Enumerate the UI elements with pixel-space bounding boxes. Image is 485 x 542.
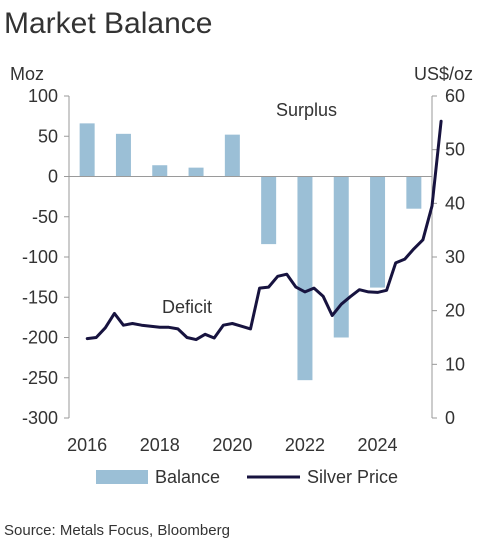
legend-label-balance: Balance xyxy=(155,467,220,487)
right-tick-label: 60 xyxy=(445,86,465,106)
bar-balance-2020 xyxy=(224,134,240,177)
legend: Balance Silver Price xyxy=(96,467,398,487)
right-tick-label: 0 xyxy=(445,408,455,428)
left-axis-unit: Moz xyxy=(10,64,44,84)
annotation-deficit: Deficit xyxy=(162,297,212,317)
x-tick-label: 2024 xyxy=(358,435,398,455)
chart-title: Market Balance xyxy=(4,7,212,40)
bar-balance-2018 xyxy=(152,165,168,177)
plot-area: 100500-50-100-150-200-250-30060504030201… xyxy=(22,86,465,455)
bar-balance-2022 xyxy=(297,176,313,381)
legend-label-silver-price: Silver Price xyxy=(307,467,398,487)
x-tick-label: 2022 xyxy=(285,435,325,455)
bar-balance-2024 xyxy=(370,176,386,288)
bar-balance-2023 xyxy=(333,176,349,338)
left-tick-label: 0 xyxy=(48,167,58,187)
left-tick-label: -100 xyxy=(22,247,58,267)
annotation-surplus: Surplus xyxy=(276,100,337,120)
bar-balance-2025 xyxy=(406,176,422,209)
x-tick-label: 2018 xyxy=(140,435,180,455)
left-tick-label: 50 xyxy=(38,126,58,146)
line-silver-price xyxy=(85,119,443,342)
left-tick-label: -250 xyxy=(22,368,58,388)
left-tick-label: -150 xyxy=(22,287,58,307)
bar-balance-2021 xyxy=(261,176,277,245)
left-tick-label: -300 xyxy=(22,408,58,428)
x-tick-label: 2016 xyxy=(67,435,107,455)
right-tick-label: 10 xyxy=(445,354,465,374)
right-tick-label: 30 xyxy=(445,247,465,267)
bar-balance-2019 xyxy=(188,167,204,177)
bar-balance-2016 xyxy=(79,123,95,177)
left-tick-label: -50 xyxy=(32,207,58,227)
source-note: Source: Metals Focus, Bloomberg xyxy=(4,522,230,539)
right-axis-unit: US$/oz xyxy=(414,64,473,84)
bar-balance-2017 xyxy=(115,133,131,177)
right-tick-label: 20 xyxy=(445,301,465,321)
legend-swatch-balance xyxy=(96,470,148,484)
left-tick-label: 100 xyxy=(28,86,58,106)
right-tick-label: 40 xyxy=(445,193,465,213)
left-tick-label: -200 xyxy=(22,328,58,348)
right-tick-label: 50 xyxy=(445,140,465,160)
x-tick-label: 2020 xyxy=(212,435,252,455)
